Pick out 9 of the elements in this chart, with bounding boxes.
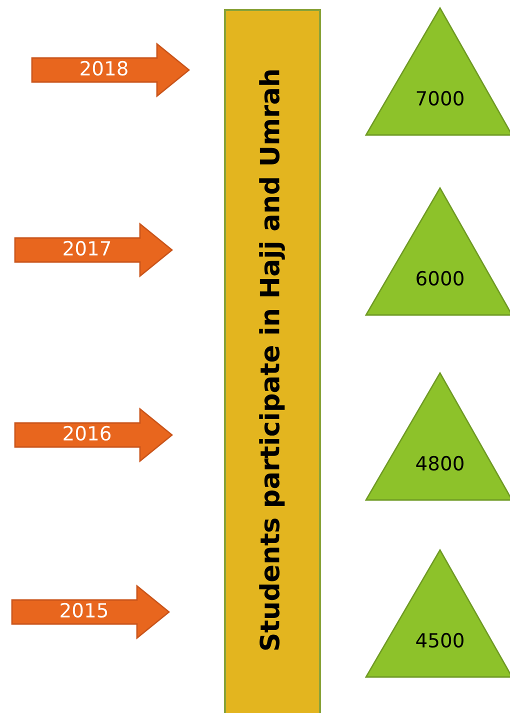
data-label: 4800 (416, 456, 464, 471)
data-label: 6000 (416, 270, 464, 286)
category-label: 2016 (64, 426, 111, 441)
text: Students participate in Hajj and Umrah (259, 70, 285, 650)
category-label: 2018 (80, 60, 128, 76)
data-label: 7000 (416, 90, 464, 106)
category-label: 2015 (60, 602, 108, 618)
data-label: 4500 (416, 632, 464, 648)
category-label: 2017 (64, 240, 110, 256)
